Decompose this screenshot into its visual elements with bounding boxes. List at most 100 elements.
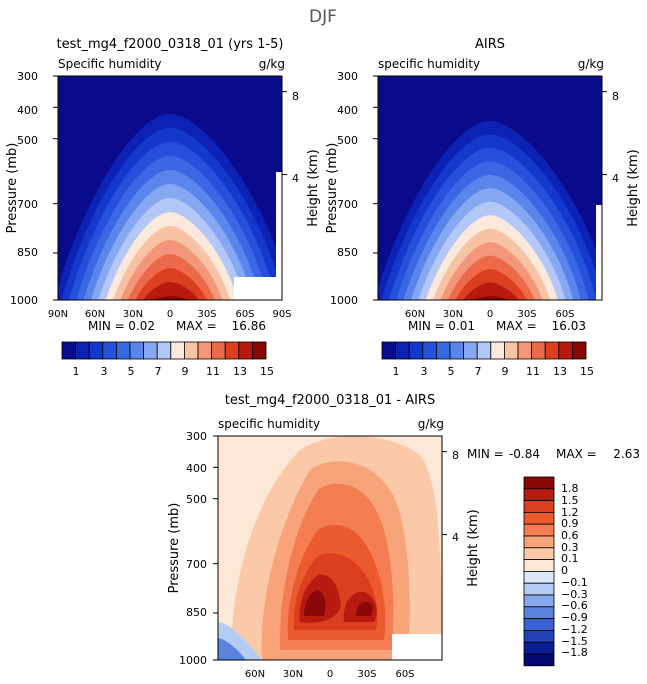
colorbar-label: 11 xyxy=(206,365,220,378)
contour-band xyxy=(392,634,442,660)
colorbar-swatch xyxy=(523,476,555,490)
panel-model-frame xyxy=(57,75,283,301)
colorbar-swatch xyxy=(251,341,267,360)
colorbar-swatch xyxy=(503,341,519,360)
colorbar-swatch xyxy=(523,606,555,619)
y-tick-500: 500 xyxy=(186,493,207,506)
colorbar-label: −0.1 xyxy=(561,576,588,589)
missing-data-mask xyxy=(596,205,602,252)
colorbar-swatch xyxy=(75,341,90,360)
panel-obs-frame xyxy=(377,75,603,301)
y-tick-400: 400 xyxy=(186,462,207,475)
y2-tick-8: 8 xyxy=(292,90,299,103)
panel-obs-y-ticks: 300 400 500 700 850 1000 xyxy=(330,70,358,307)
panel-model: test_mg4_f2000_0318_01 (yrs 1-5) Specifi… xyxy=(5,37,321,378)
contour-band xyxy=(472,296,509,300)
y-tick-500: 500 xyxy=(17,134,38,147)
panel-diff-plot xyxy=(218,436,442,660)
colorbar-swatch xyxy=(544,341,560,360)
colorbar-swatch xyxy=(523,559,555,572)
x-tick: 30N xyxy=(123,309,143,320)
colorbar-label: −1.8 xyxy=(561,646,588,659)
panel-diff-frame xyxy=(217,435,443,661)
contour-band xyxy=(143,282,199,300)
x-tick: 30S xyxy=(517,309,536,320)
panel-model-min: 0.02 xyxy=(128,319,155,333)
colorbar-label: 3 xyxy=(421,365,428,378)
colorbar-label: 1 xyxy=(73,365,80,378)
panel-model-ylabel: Pressure (mb) xyxy=(5,143,20,234)
colorbar-swatch xyxy=(490,341,505,360)
y-tick-700: 700 xyxy=(337,198,358,211)
y-tick-700: 700 xyxy=(17,198,38,211)
panel-model-colorbar-labels: 1 3 5 7 9 11 13 15 xyxy=(73,365,275,378)
colorbar-label: 5 xyxy=(128,365,135,378)
x-tick: 60S xyxy=(395,669,414,680)
colorbar-label: 0 xyxy=(561,564,568,577)
panel-obs: AIRS specific humidity g/kg 300 400 500 … xyxy=(325,37,641,378)
colorbar-swatch xyxy=(156,341,172,360)
x-tick: 60N xyxy=(245,669,265,680)
panel-obs-title: AIRS xyxy=(475,37,505,52)
panel-diff-max: 2.63 xyxy=(613,447,640,461)
colorbar-swatch xyxy=(143,341,158,360)
y2-tick-8: 8 xyxy=(612,90,619,103)
y-tick-500: 500 xyxy=(337,134,358,147)
x-tick: 90N xyxy=(48,309,68,320)
panel-model-max: 16.86 xyxy=(232,319,266,333)
panel-obs-variable: specific humidity xyxy=(378,57,480,71)
panel-obs-max: 16.03 xyxy=(552,319,586,333)
x-tick: 0 xyxy=(167,309,173,320)
colorbar-label: 1 xyxy=(393,365,400,378)
x-tick: 30S xyxy=(197,309,216,320)
panel-obs-min-label: MIN = xyxy=(408,319,445,333)
panel-diff-title: test_mg4_f2000_0318_01 - AIRS xyxy=(225,393,435,408)
colorbar-swatch xyxy=(523,594,555,608)
colorbar-swatch xyxy=(170,341,185,360)
colorbar-label: 1.5 xyxy=(561,494,579,507)
y-tick-300: 300 xyxy=(186,430,207,443)
panel-diff-y2label: Height (km) xyxy=(466,509,481,586)
colorbar-swatch xyxy=(531,341,546,360)
colorbar-swatch xyxy=(88,341,104,360)
x-tick: 60N xyxy=(85,309,105,320)
panel-obs-plot xyxy=(378,76,602,300)
x-tick: 30N xyxy=(443,309,463,320)
colorbar-swatch xyxy=(463,341,478,360)
colorbar-swatch xyxy=(422,341,437,360)
panel-model-plot xyxy=(58,76,282,300)
panel-obs-x-ticks: 60N 30N 0 30S 60S xyxy=(405,309,575,320)
panel-model-y2label: Height (km) xyxy=(306,149,321,226)
colorbar-label: 1.8 xyxy=(561,482,579,495)
panel-model-variable: Specific humidity xyxy=(58,57,162,71)
colorbar-swatch xyxy=(523,488,555,501)
colorbar-label: −0.6 xyxy=(561,599,588,612)
y-tick-850: 850 xyxy=(337,246,358,259)
colorbar-swatch xyxy=(395,341,410,360)
contour-band xyxy=(152,296,189,300)
panel-diff-ylabel: Pressure (mb) xyxy=(167,503,182,594)
panel-diff-min: -0.84 xyxy=(509,447,540,461)
panel-diff-max-label: MAX = xyxy=(556,447,597,461)
contour-fill-group xyxy=(378,76,602,300)
panel-diff-colorbar xyxy=(523,476,555,667)
colorbar-swatch xyxy=(61,341,77,360)
panel-model-colorbar xyxy=(61,341,267,360)
x-tick: 60S xyxy=(555,309,574,320)
panel-obs-max-label: MAX = xyxy=(496,319,537,333)
colorbar-swatch xyxy=(523,535,555,549)
contour-band xyxy=(304,590,326,616)
panel-model-title: test_mg4_f2000_0318_01 (yrs 1-5) xyxy=(57,37,284,52)
colorbar-label: 0.3 xyxy=(561,541,579,554)
x-tick: 30S xyxy=(357,669,376,680)
colorbar-swatch xyxy=(558,341,573,360)
y2-tick-4: 4 xyxy=(292,172,299,185)
colorbar-swatch xyxy=(517,341,533,360)
colorbar-swatch xyxy=(523,618,555,631)
colorbar-label: 3 xyxy=(101,365,108,378)
colorbar-swatch xyxy=(211,341,226,360)
y-tick-300: 300 xyxy=(17,70,38,83)
colorbar-label: 0.6 xyxy=(561,529,579,542)
y-tick-700: 700 xyxy=(186,558,207,571)
